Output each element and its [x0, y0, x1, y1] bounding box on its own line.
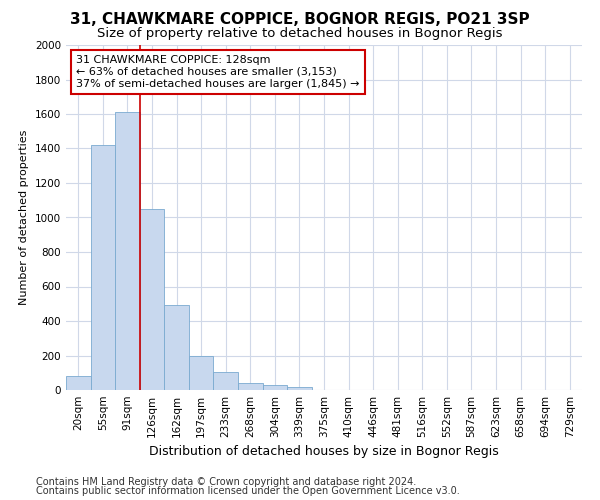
Text: Contains HM Land Registry data © Crown copyright and database right 2024.: Contains HM Land Registry data © Crown c…: [36, 477, 416, 487]
Bar: [287, 386, 312, 390]
Bar: [91, 145, 115, 390]
Text: Contains public sector information licensed under the Open Government Licence v3: Contains public sector information licen…: [36, 486, 460, 496]
Bar: [115, 112, 140, 390]
Bar: [214, 372, 238, 390]
Y-axis label: Number of detached properties: Number of detached properties: [19, 130, 29, 305]
X-axis label: Distribution of detached houses by size in Bognor Regis: Distribution of detached houses by size …: [149, 446, 499, 458]
Bar: [263, 385, 287, 390]
Bar: [189, 356, 214, 390]
Bar: [164, 306, 189, 390]
Bar: [238, 383, 263, 390]
Bar: [140, 209, 164, 390]
Text: 31 CHAWKMARE COPPICE: 128sqm
← 63% of detached houses are smaller (3,153)
37% of: 31 CHAWKMARE COPPICE: 128sqm ← 63% of de…: [76, 56, 360, 88]
Text: Size of property relative to detached houses in Bognor Regis: Size of property relative to detached ho…: [97, 28, 503, 40]
Bar: [66, 376, 91, 390]
Text: 31, CHAWKMARE COPPICE, BOGNOR REGIS, PO21 3SP: 31, CHAWKMARE COPPICE, BOGNOR REGIS, PO2…: [70, 12, 530, 28]
